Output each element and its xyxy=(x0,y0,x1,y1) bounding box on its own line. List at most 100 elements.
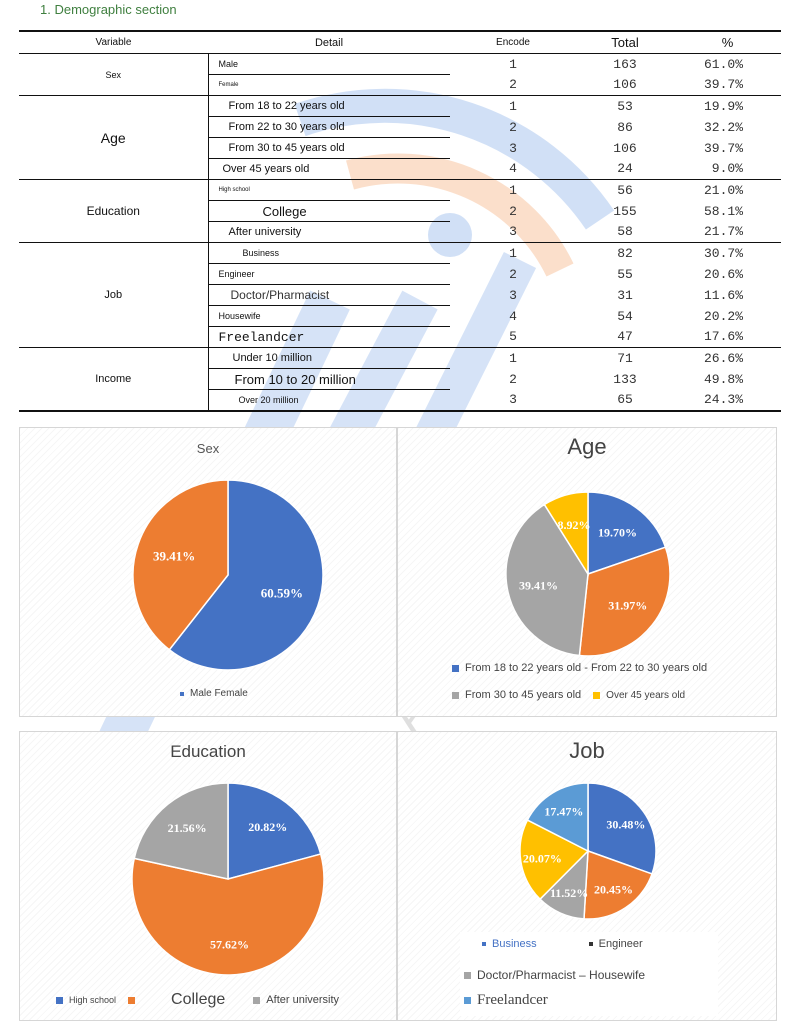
encode-cell: 3 xyxy=(509,287,517,303)
detail-cell: Business xyxy=(207,242,450,264)
chart-title: Sex xyxy=(196,441,220,456)
chart-education-panel: Education 20.82% 57.62% 21.56% High school… xyxy=(19,731,397,1021)
pct-cell: 11.6% xyxy=(703,287,743,303)
variable-cell: Age xyxy=(19,95,208,180)
table-row: Sex Male 1 163 61.0% xyxy=(19,53,781,96)
pie-chart-sex: 60.59% 39.41% xyxy=(132,479,324,671)
detail-cell: Engineer xyxy=(207,263,450,285)
pie-data-label: 8.92% xyxy=(557,518,590,532)
pct-cell: 19.9% xyxy=(703,98,743,114)
legend-label: Freelandcer xyxy=(477,992,548,1008)
demographic-table: Variable Detail Encode Total % Sex Male … xyxy=(19,30,781,412)
pie-slice-1 xyxy=(587,782,657,875)
legend-swatch xyxy=(128,996,136,1004)
legend-swatch xyxy=(253,996,261,1004)
detail-cell: Under 10 million xyxy=(207,347,450,369)
encode-cell: 2 xyxy=(509,203,517,219)
pct-cell: 39.7% xyxy=(674,74,781,96)
legend-swatch xyxy=(482,942,486,946)
pie-slice-4 xyxy=(519,819,590,901)
encode-cell: 2 xyxy=(509,119,517,135)
pie-slice-1 xyxy=(227,782,322,880)
table-row: From 22 to 30 years old 2 86 32.2% xyxy=(19,116,781,138)
variable-cell: Job xyxy=(19,242,208,348)
detail-cell: From 18 to 22 years old xyxy=(207,95,450,117)
pie-data-label: 39.41% xyxy=(519,578,558,592)
total-cell: 55 xyxy=(617,266,633,282)
chart-age-panel: Age 19.70% 31.97% 39.41% 8.92% From 18 to 2… xyxy=(397,427,777,717)
encode-cell: 2 xyxy=(509,266,517,282)
legend-swatch xyxy=(588,942,593,946)
legend-label: Doctor/Pharmacist – Housewife xyxy=(477,968,646,982)
pie-data-label: 20.07% xyxy=(523,851,562,865)
total-cell: 155 xyxy=(613,203,637,219)
pie-slice-2 xyxy=(578,546,671,657)
pct-cell: 21.7% xyxy=(674,221,781,243)
pie-slice-2 xyxy=(132,479,229,651)
legend-label: After university xyxy=(266,994,340,1006)
pct-cell: 21.0% xyxy=(703,182,743,198)
legend-swatch xyxy=(464,997,471,1004)
legend-label: High school xyxy=(69,995,117,1005)
table-row: From 10 to 20 million 2 133 49.8% xyxy=(19,368,781,390)
pct-cell: 24.3% xyxy=(674,389,781,412)
legend-swatch xyxy=(452,664,459,672)
legend-row: Doctor/Pharmacist – Housewife xyxy=(464,968,645,982)
pct-cell: 17.6% xyxy=(674,326,781,348)
pie-data-label: 20.82% xyxy=(248,820,287,834)
pct-cell: 9.0% xyxy=(674,158,781,180)
pct-cell: 20.2% xyxy=(703,308,743,324)
encode-cell: 1 xyxy=(509,350,517,366)
table-row: Doctor/Pharmacist 3 31 11.6% xyxy=(19,284,781,306)
detail-cell: Over 20 million xyxy=(207,389,450,412)
pie-data-label: 30.48% xyxy=(606,817,645,831)
legend-swatch xyxy=(464,971,471,979)
chart-legend-row-1: From 18 to 22 years old - From 22 to 30 … xyxy=(452,662,707,674)
encode-cell: 2 xyxy=(450,74,576,96)
pct-cell: 58.1% xyxy=(703,203,743,219)
legend-label: Over 45 years old xyxy=(606,689,686,701)
table-row: Housewife 4 54 20.2% xyxy=(19,305,781,327)
table-row: Over 20 million 3 65 24.3% xyxy=(19,389,781,412)
chart-title: Job xyxy=(569,738,605,763)
detail-cell: High school xyxy=(207,179,450,201)
detail-cell: Freelandcer xyxy=(207,326,450,348)
table-row: Female 2 106 39.7% xyxy=(19,74,781,96)
encode-cell: 4 xyxy=(450,158,576,180)
detail-cell: From 22 to 30 years old xyxy=(207,116,450,138)
detail-cell: From 30 to 45 years old xyxy=(207,137,450,159)
encode-cell: 3 xyxy=(450,221,576,243)
encode-cell: 1 xyxy=(509,98,517,114)
chart-legend: Male Female xyxy=(180,688,248,699)
table-row: After university 3 58 21.7% xyxy=(19,221,781,243)
total-cell: 65 xyxy=(576,389,674,412)
legend-swatch xyxy=(180,691,184,696)
encode-cell: 3 xyxy=(509,140,517,156)
pct-cell: 39.7% xyxy=(703,140,743,156)
chart-title: Age xyxy=(567,434,607,459)
legend-label: From 30 to 45 years old xyxy=(465,689,582,701)
legend-swatch xyxy=(593,691,601,699)
table-row: Income Under 10 million 1 71 26.6% xyxy=(19,347,781,412)
detail-cell: Male xyxy=(207,53,450,75)
chart-legend: Business Engineer Doctor/Pharmacist – Ho… xyxy=(460,932,718,1016)
total-cell: 54 xyxy=(617,308,633,324)
pie-slice-4 xyxy=(543,491,589,577)
detail-cell: College xyxy=(207,200,450,222)
pct-cell: 26.6% xyxy=(703,350,743,366)
chart-job-panel: Job 30.48% 20.45% 11.52% 20.07% 17.47% Busin… xyxy=(397,731,777,1021)
table-header-row: Variable Detail Encode Total % xyxy=(19,30,781,54)
table-row: Freelandcer 5 47 17.6% xyxy=(19,326,781,348)
total-cell: 86 xyxy=(617,119,633,135)
pie-data-label: 39.41% xyxy=(153,548,195,563)
total-cell: 82 xyxy=(617,245,633,261)
pie-slice-5 xyxy=(526,782,589,853)
legend-label: Engineer xyxy=(598,938,643,950)
total-cell: 106 xyxy=(576,74,674,96)
total-cell: 58 xyxy=(576,221,674,243)
pie-data-label: 60.59% xyxy=(261,586,303,601)
header-total: Total xyxy=(576,30,674,54)
legend-row: Freelandcer xyxy=(464,992,548,1009)
legend-label: College xyxy=(171,991,226,1008)
pct-cell: 61.0% xyxy=(703,56,743,72)
